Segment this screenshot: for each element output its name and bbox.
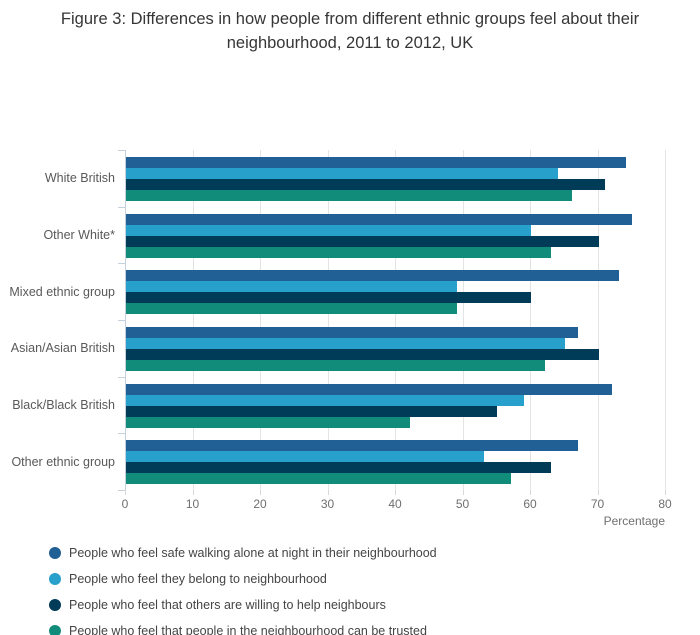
x-axis-tick-70 bbox=[597, 490, 599, 495]
bar-white-british-series-0 bbox=[126, 157, 626, 168]
x-axis-tick-0 bbox=[125, 490, 126, 495]
legend-label: People who feel safe walking alone at ni… bbox=[69, 546, 437, 560]
bar-other-ethnic-group-series-2 bbox=[126, 462, 552, 474]
y-axis-tick bbox=[118, 263, 125, 264]
y-axis-tick bbox=[118, 207, 125, 208]
x-tick-label-60: 60 bbox=[523, 497, 537, 511]
bar-other-white--series-2 bbox=[126, 235, 599, 247]
bar-asian-asian-british-series-0 bbox=[126, 327, 579, 338]
x-axis-tick-60 bbox=[530, 490, 531, 495]
bar-other-ethnic-group-series-1 bbox=[126, 451, 484, 463]
bar-mixed-ethnic-group-series-0 bbox=[126, 270, 619, 282]
bar-other-white--series-0 bbox=[126, 213, 633, 225]
category-label: Other White* bbox=[43, 228, 115, 242]
y-axis-tick bbox=[118, 433, 125, 434]
bar-mixed-ethnic-group-series-1 bbox=[126, 281, 457, 293]
category-label: Asian/Asian British bbox=[10, 341, 115, 356]
bar-black-black-british-series-1 bbox=[126, 394, 525, 406]
chart-title: Figure 3: Differences in how people from… bbox=[60, 10, 640, 52]
legend-item: People who feel that people in the neigh… bbox=[49, 618, 669, 635]
bar-asian-asian-british-series-2 bbox=[126, 349, 599, 360]
bar-mixed-ethnic-group-series-2 bbox=[126, 292, 531, 304]
gridline-50 bbox=[462, 150, 464, 490]
bar-other-ethnic-group-series-3 bbox=[126, 473, 511, 485]
gridline-80 bbox=[665, 150, 666, 490]
legend-swatch-icon bbox=[49, 547, 61, 559]
x-tick-label-10: 10 bbox=[185, 497, 200, 511]
category-label: Mixed ethnic group bbox=[9, 284, 115, 299]
bar-black-black-british-series-0 bbox=[126, 383, 612, 395]
bar-asian-asian-british-series-3 bbox=[126, 360, 545, 371]
gridline-20 bbox=[260, 150, 261, 490]
bar-black-black-british-series-3 bbox=[126, 416, 410, 428]
bar-mixed-ethnic-group-series-3 bbox=[126, 303, 457, 315]
y-axis-line bbox=[125, 150, 126, 490]
legend-label: People who feel that others are willing … bbox=[69, 598, 386, 612]
x-tick-label-0: 0 bbox=[121, 497, 129, 511]
x-tick-label-80: 80 bbox=[658, 497, 672, 511]
legend-swatch-icon bbox=[49, 599, 61, 611]
x-axis-tick-80 bbox=[665, 490, 666, 495]
gridline-60 bbox=[530, 150, 531, 490]
bar-white-british-series-2 bbox=[126, 179, 606, 190]
gridline-40 bbox=[395, 150, 396, 490]
x-axis-tick-10 bbox=[192, 490, 194, 495]
gridline-10 bbox=[192, 150, 194, 490]
x-tick-label-70: 70 bbox=[590, 497, 605, 511]
bar-white-british-series-3 bbox=[126, 190, 572, 201]
legend-label: People who feel they belong to neighbour… bbox=[69, 572, 327, 586]
legend-swatch-icon bbox=[49, 625, 61, 635]
y-axis-tick bbox=[118, 490, 125, 491]
bar-asian-asian-british-series-1 bbox=[126, 338, 565, 349]
x-axis-tick-20 bbox=[260, 490, 261, 495]
gridline-30 bbox=[327, 150, 329, 490]
x-axis-tick-40 bbox=[395, 490, 396, 495]
gridline-70 bbox=[597, 150, 599, 490]
legend: People who feel safe walking alone at ni… bbox=[49, 540, 669, 635]
plot-area bbox=[118, 150, 666, 495]
category-label: White British bbox=[44, 171, 115, 186]
legend-label: People who feel that people in the neigh… bbox=[69, 624, 427, 635]
bar-other-ethnic-group-series-0 bbox=[126, 440, 579, 452]
bar-other-white--series-3 bbox=[126, 246, 552, 258]
x-tick-label-40: 40 bbox=[388, 497, 402, 511]
y-axis-tick bbox=[118, 320, 125, 321]
x-tick-label-20: 20 bbox=[253, 497, 267, 511]
x-axis-title: Percentage bbox=[603, 514, 665, 528]
x-tick-label-30: 30 bbox=[320, 497, 335, 511]
category-label: Other ethnic group bbox=[11, 454, 115, 469]
legend-swatch-icon bbox=[49, 573, 61, 585]
bar-other-white--series-1 bbox=[126, 224, 531, 236]
bar-white-british-series-1 bbox=[126, 168, 558, 179]
legend-item: People who feel safe walking alone at ni… bbox=[49, 540, 669, 566]
x-axis-tick-50 bbox=[462, 490, 464, 495]
x-tick-label-50: 50 bbox=[455, 497, 470, 511]
legend-item: People who feel they belong to neighbour… bbox=[49, 566, 669, 592]
x-axis-tick-30 bbox=[327, 490, 329, 495]
bar-black-black-british-series-2 bbox=[126, 405, 498, 417]
legend-item: People who feel that others are willing … bbox=[49, 592, 669, 618]
category-label: Black/Black British bbox=[12, 398, 115, 412]
y-axis-tick bbox=[118, 377, 125, 378]
y-axis-tick bbox=[118, 150, 125, 151]
